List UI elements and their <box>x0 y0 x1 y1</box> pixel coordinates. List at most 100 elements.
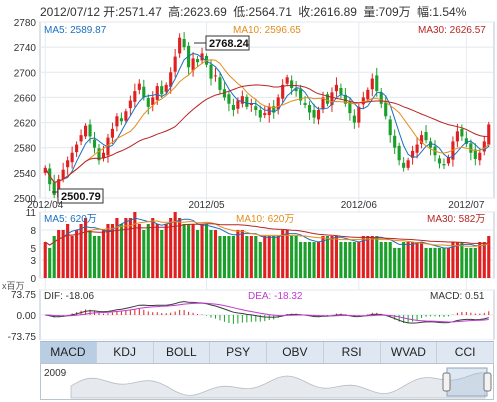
volume-bar <box>424 248 428 278</box>
vol-ma30-line <box>44 223 489 246</box>
tab-rsi[interactable]: RSI <box>324 342 381 363</box>
volume-bar <box>191 224 195 278</box>
low-label: 2500.79 <box>61 191 101 203</box>
volume-bar <box>79 224 83 278</box>
volume-y-tick: 11 <box>26 208 37 219</box>
candle <box>487 121 491 148</box>
volume-bar <box>281 230 285 278</box>
volume-bar <box>334 236 339 278</box>
volume-bar <box>343 242 347 278</box>
volume-bar <box>370 236 374 278</box>
candle <box>200 47 204 65</box>
volume-bar <box>119 224 123 278</box>
volume-bar <box>316 242 321 278</box>
price-y-tick: 2580 <box>14 144 37 155</box>
candle <box>281 79 285 103</box>
macd-legend-dif: DIF: -18.06 <box>44 291 94 302</box>
volume-y-tick: 8 <box>30 226 36 237</box>
volume-bar <box>110 224 115 278</box>
volume-y-tick: 3 <box>30 256 36 267</box>
volume-bar <box>433 248 437 278</box>
volume-bar <box>307 242 312 278</box>
volume-bar <box>272 236 276 278</box>
quote-info-bar: 2012/07/12 开:2571.47 高:2623.69 低:2564.71 … <box>40 3 495 19</box>
candle <box>482 135 486 156</box>
volume-bar <box>339 242 343 278</box>
price-x-label: 2012/04 <box>27 200 64 211</box>
volume-bar <box>406 242 410 278</box>
volume-bar <box>254 236 258 278</box>
tab-boll[interactable]: BOLL <box>154 342 211 363</box>
candle <box>455 123 459 148</box>
candle <box>325 91 330 107</box>
candle <box>182 32 186 51</box>
navigator-window[interactable] <box>446 367 488 397</box>
tab-psy[interactable]: PSY <box>210 342 267 363</box>
candle <box>370 73 374 97</box>
candle <box>330 87 334 112</box>
candle <box>397 142 401 166</box>
vol-legend-ma10: MA10: 620万 <box>236 214 294 225</box>
navigator-right-handle[interactable] <box>483 372 492 392</box>
macd-y-ticks: 73.75 0.00 -73.75 <box>8 290 37 340</box>
quote-close: 收:2616.89 <box>298 5 357 19</box>
volume-bar <box>411 242 415 278</box>
volume-bar <box>124 218 128 278</box>
candle <box>178 33 182 58</box>
volume-bar <box>294 236 298 278</box>
candle <box>146 94 150 115</box>
low-marker: 2500.79 <box>52 188 104 204</box>
tab-kdj[interactable]: KDJ <box>97 342 154 363</box>
tab-wvad[interactable]: WVAD <box>381 342 438 363</box>
candle <box>79 129 83 146</box>
candle <box>460 124 464 141</box>
volume-bar <box>451 242 455 278</box>
candle <box>83 123 88 139</box>
candle <box>415 137 419 159</box>
candle <box>263 106 267 119</box>
quote-volume: 量:709万 <box>363 5 411 19</box>
volume-bar <box>66 224 70 278</box>
candle <box>110 122 115 144</box>
volume-bar <box>330 236 334 278</box>
volume-bar <box>442 248 446 278</box>
candle <box>379 88 383 109</box>
tab-obv[interactable]: OBV <box>267 342 324 363</box>
candle <box>352 109 356 129</box>
range-navigator[interactable]: 2009 <box>40 363 494 400</box>
candle <box>151 91 155 112</box>
quote-date: 2012/07/12 <box>40 5 101 19</box>
volume-bar <box>478 242 482 278</box>
price-y-tick: 2700 <box>14 68 37 79</box>
high-marker: 2768.24 <box>194 35 250 51</box>
volume-y-tick: 5 <box>30 244 36 255</box>
vol-ma10-line <box>44 220 489 247</box>
candle <box>343 88 347 107</box>
candle <box>361 91 365 109</box>
candle <box>218 72 222 95</box>
volume-bar <box>115 218 119 278</box>
candle <box>75 141 79 158</box>
volume-bar <box>455 242 459 278</box>
candle <box>366 87 370 102</box>
price-y-tick: 2740 <box>14 43 37 54</box>
volume-bar <box>204 224 209 278</box>
candle <box>384 95 388 120</box>
legend-ma30: MA30: 2626.57 <box>418 25 486 36</box>
candle <box>419 130 424 149</box>
ma10-line <box>44 59 490 183</box>
tab-cci[interactable]: CCI <box>437 342 494 363</box>
candle <box>428 137 433 156</box>
navigator-left-handle[interactable] <box>442 372 451 392</box>
tab-macd[interactable]: MACD <box>40 342 97 363</box>
volume-bar <box>240 230 244 278</box>
volume-y-ticks: 11 8 53 0 <box>26 208 37 285</box>
volume-bar <box>321 236 325 278</box>
candle <box>245 94 249 110</box>
price-y-tick: 2780 <box>14 18 37 29</box>
candle <box>312 103 316 124</box>
navigator-area <box>70 372 486 399</box>
volume-bar <box>375 236 379 278</box>
volume-bar <box>101 230 106 278</box>
